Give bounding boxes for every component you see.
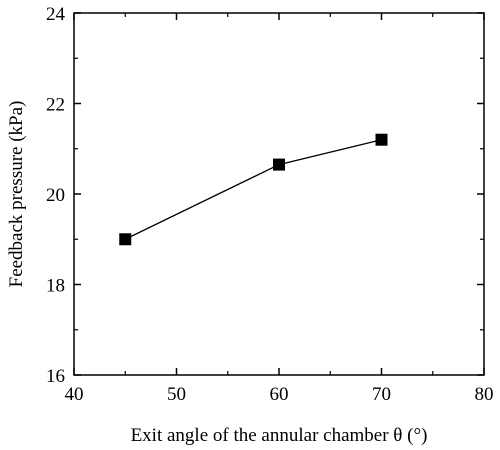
y-axis-label: Feedback pressure (kPa) [6, 101, 27, 288]
series-line [124, 139, 382, 240]
x-tick-label: 50 [167, 384, 186, 405]
x-tick-label: 70 [372, 384, 391, 405]
y-axis: 16 18 20 22 24 [46, 4, 484, 387]
x-tick-label: 80 [475, 384, 494, 405]
x-axis: 40 50 60 70 80 [65, 13, 494, 405]
x-tick-label: 40 [65, 384, 84, 405]
y-tick-label: 20 [46, 185, 65, 206]
x-axis-label: Exit angle of the annular chamber θ (°) [131, 425, 428, 446]
y-tick-label: 22 [46, 95, 65, 116]
data-point [273, 158, 285, 171]
y-tick-label: 18 [46, 276, 65, 297]
data-point [119, 233, 132, 246]
y-tick-label: 16 [46, 366, 65, 387]
data-point [375, 133, 388, 146]
series-layer [119, 133, 388, 246]
plot-frame [73, 12, 485, 376]
x-tick-label: 60 [270, 384, 289, 405]
y-tick-label: 24 [46, 4, 66, 25]
